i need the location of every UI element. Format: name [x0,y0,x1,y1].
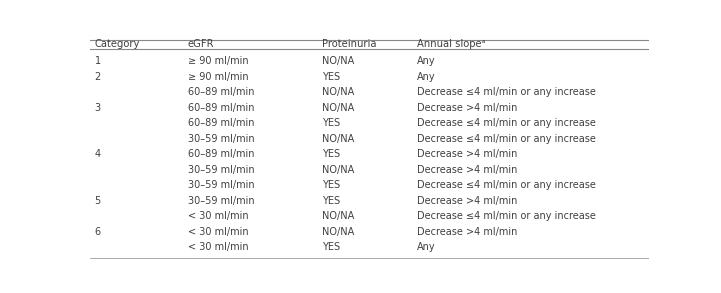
Text: < 30 ml/min: < 30 ml/min [188,227,249,237]
Text: 60–89 ml/min: 60–89 ml/min [188,87,255,97]
Text: NO/NA: NO/NA [322,165,354,175]
Text: < 30 ml/min: < 30 ml/min [188,211,249,221]
Text: NO/NA: NO/NA [322,87,354,97]
Text: 1: 1 [94,56,101,66]
Text: Decrease >4 ml/min: Decrease >4 ml/min [417,103,518,113]
Text: Decrease >4 ml/min: Decrease >4 ml/min [417,227,518,237]
Text: YES: YES [322,118,340,128]
Text: Decrease ≤4 ml/min or any increase: Decrease ≤4 ml/min or any increase [417,87,596,97]
Text: NO/NA: NO/NA [322,103,354,113]
Text: < 30 ml/min: < 30 ml/min [188,242,249,252]
Text: Decrease >4 ml/min: Decrease >4 ml/min [417,196,518,206]
Text: 30–59 ml/min: 30–59 ml/min [188,165,255,175]
Text: Annual slopeᵃ: Annual slopeᵃ [417,39,486,49]
Text: 30–59 ml/min: 30–59 ml/min [188,196,255,206]
Text: eGFR: eGFR [188,39,214,49]
Text: 30–59 ml/min: 30–59 ml/min [188,180,255,190]
Text: ≥ 90 ml/min: ≥ 90 ml/min [188,71,249,81]
Text: 60–89 ml/min: 60–89 ml/min [188,118,255,128]
Text: Any: Any [417,71,435,81]
Text: 5: 5 [94,196,101,206]
Text: NO/NA: NO/NA [322,134,354,144]
Text: 6: 6 [94,227,101,237]
Text: YES: YES [322,180,340,190]
Text: 60–89 ml/min: 60–89 ml/min [188,149,255,159]
Text: 30–59 ml/min: 30–59 ml/min [188,134,255,144]
Text: Decrease >4 ml/min: Decrease >4 ml/min [417,165,518,175]
Text: 2: 2 [94,71,101,81]
Text: 4: 4 [94,149,101,159]
Text: Decrease ≤4 ml/min or any increase: Decrease ≤4 ml/min or any increase [417,180,596,190]
Text: Any: Any [417,56,435,66]
Text: Proteinuria: Proteinuria [322,39,376,49]
Text: 3: 3 [94,103,101,113]
Text: Decrease >4 ml/min: Decrease >4 ml/min [417,149,518,159]
Text: Decrease ≤4 ml/min or any increase: Decrease ≤4 ml/min or any increase [417,118,596,128]
Text: YES: YES [322,242,340,252]
Text: NO/NA: NO/NA [322,56,354,66]
Text: 60–89 ml/min: 60–89 ml/min [188,103,255,113]
Text: Any: Any [417,242,435,252]
Text: Decrease ≤4 ml/min or any increase: Decrease ≤4 ml/min or any increase [417,134,596,144]
Text: NO/NA: NO/NA [322,227,354,237]
Text: YES: YES [322,196,340,206]
Text: Decrease ≤4 ml/min or any increase: Decrease ≤4 ml/min or any increase [417,211,596,221]
Text: ≥ 90 ml/min: ≥ 90 ml/min [188,56,249,66]
Text: Category: Category [94,39,140,49]
Text: YES: YES [322,149,340,159]
Text: NO/NA: NO/NA [322,211,354,221]
Text: YES: YES [322,71,340,81]
